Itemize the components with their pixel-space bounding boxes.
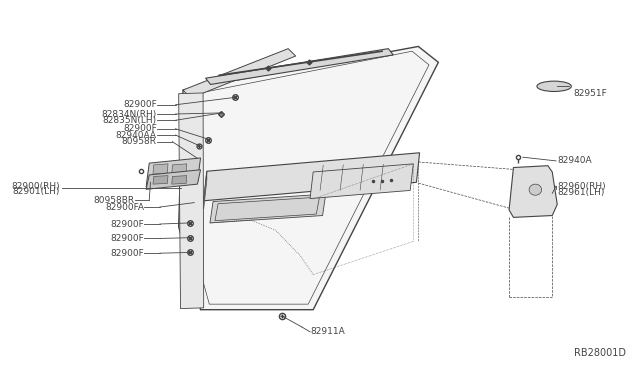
Polygon shape [179,93,204,309]
Text: 82900F: 82900F [111,219,144,228]
Text: 82940A: 82940A [557,156,592,166]
Text: 82900F: 82900F [123,124,157,133]
Text: 82900FA: 82900FA [105,202,144,212]
Polygon shape [172,176,187,184]
Polygon shape [153,176,168,184]
Polygon shape [310,164,413,199]
Text: 82911A: 82911A [310,327,345,336]
Polygon shape [509,166,557,217]
Ellipse shape [529,184,541,195]
Polygon shape [205,49,394,84]
Polygon shape [204,153,420,201]
Text: RB28001D: RB28001D [574,348,626,358]
Text: 82960(RH): 82960(RH) [557,182,606,190]
Ellipse shape [537,81,572,92]
Polygon shape [204,171,207,209]
Text: 80958R: 80958R [122,137,157,146]
Polygon shape [210,194,326,223]
Text: 82835N(LH): 82835N(LH) [102,116,157,125]
Polygon shape [183,49,296,98]
Text: 82940AA: 82940AA [116,131,157,140]
Polygon shape [146,158,200,187]
Polygon shape [146,170,200,189]
Text: 82900(RH): 82900(RH) [11,182,60,190]
Text: 82901(LH): 82901(LH) [12,187,60,196]
Text: 82951F: 82951F [573,89,607,98]
Polygon shape [172,164,187,174]
Polygon shape [153,164,168,174]
Text: 80958BR: 80958BR [93,196,135,205]
Text: 82961(LH): 82961(LH) [557,188,605,197]
Polygon shape [179,46,438,310]
Text: 82900F: 82900F [111,234,144,243]
Text: 82900F: 82900F [123,100,157,109]
Text: 82834N(RH): 82834N(RH) [102,109,157,119]
Text: 82900F: 82900F [111,249,144,258]
